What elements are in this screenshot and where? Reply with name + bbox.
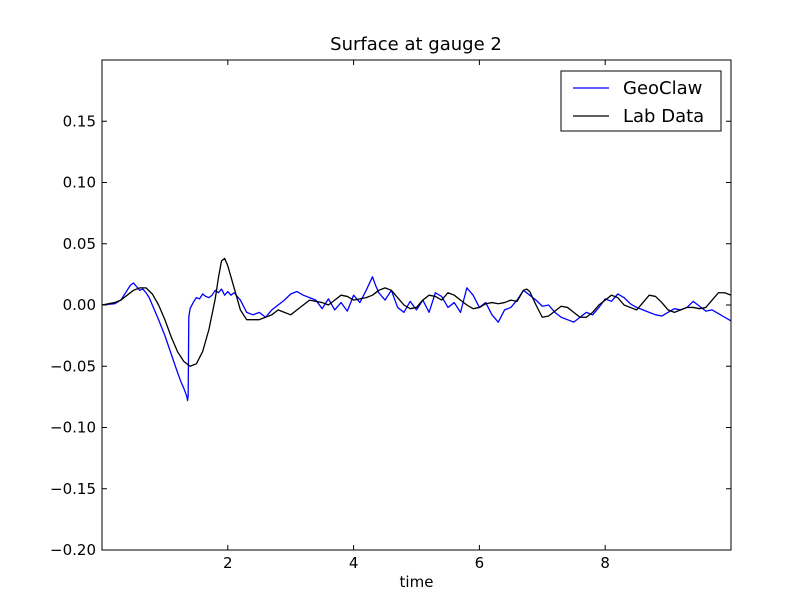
series-line-geoclaw [102,276,731,402]
legend-label-lab-data: Lab Data [623,106,704,127]
plot-frame [101,59,732,551]
legend-label-geoclaw: GeoClaw [623,78,702,99]
y-tick-label: 0.10 [63,174,96,192]
x-tick-label: 4 [349,554,359,572]
x-tick-label: 8 [600,554,610,572]
y-tick-label: −0.05 [50,357,96,375]
chart-title: Surface at gauge 2 [330,34,502,55]
y-tick-label: −0.20 [50,541,96,559]
y-tick-label: 0.05 [63,235,96,253]
legend-box [560,70,722,132]
y-tick-label: 0.00 [63,296,96,314]
y-tick-label: −0.10 [50,419,96,437]
series-line-lab-data [102,257,731,367]
x-tick-label: 2 [223,554,233,572]
y-tick-label: 0.15 [63,112,96,130]
axis-ticks: 2 4 6 8 −0.20 −0.15 −0.10 −0.05 0.00 0.05 0.10 0.15 [50,60,731,572]
y-tick-label: −0.15 [50,480,96,498]
x-axis-label: time [400,573,434,591]
plot-lines [102,257,731,402]
legend: GeoClaw Lab Data [560,70,722,132]
x-tick-label: 6 [475,554,485,572]
